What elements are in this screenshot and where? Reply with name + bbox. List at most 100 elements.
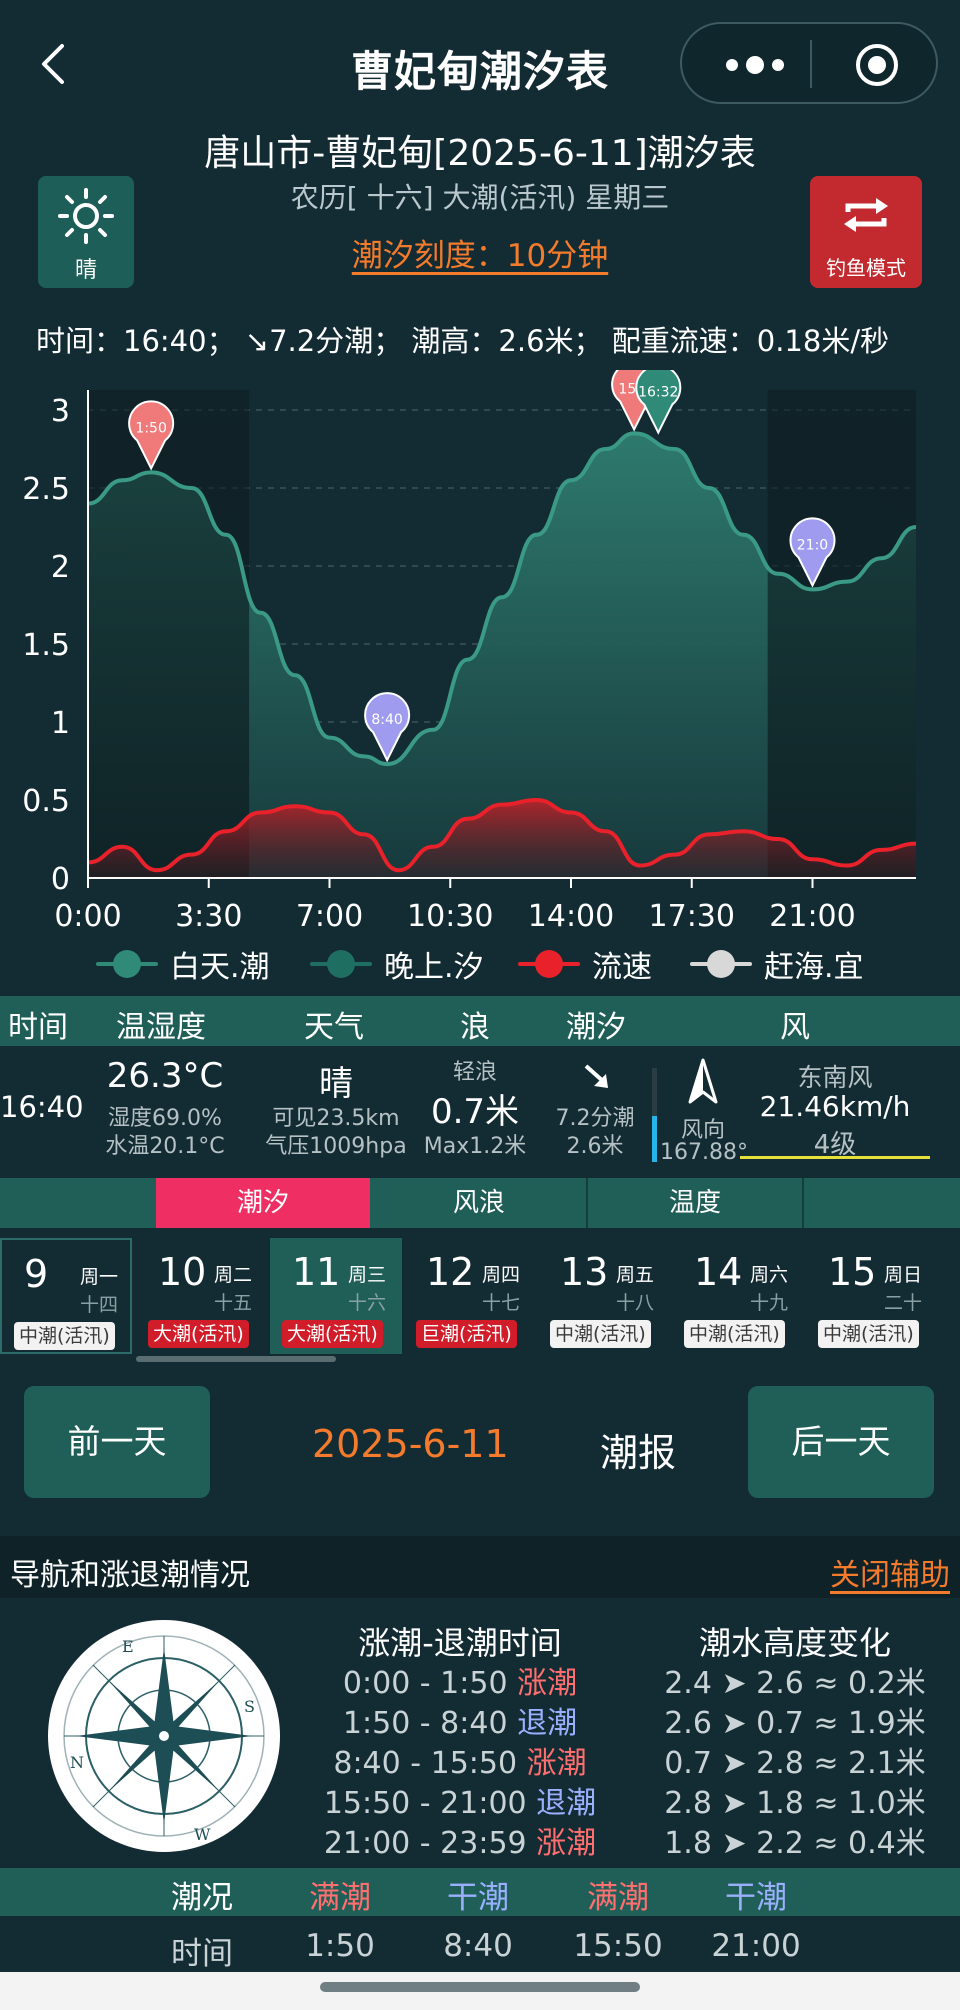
tide-marker-label: 8:40 [371,712,402,728]
row-wind-name: 东南风 [797,1063,873,1092]
col-weather: 天气 [304,1010,364,1045]
prev-day-button[interactable]: 前一天 [24,1386,210,1498]
sun-icon [58,188,114,244]
col-tide: 潮汐 [566,1010,626,1045]
col-temp-humidity: 温湿度 [116,1010,206,1045]
day-lunar: 十四 [80,1294,119,1316]
day-lunar: 十五 [214,1292,253,1314]
day-card[interactable]: 15 周日 二十 中潮(活汛) [806,1238,938,1354]
tide-height-row: 2.4 ➤ 2.6 ≈ 0.2米 [664,1666,926,1701]
svg-text:N: N [70,1753,84,1772]
guide-title: 导航和涨退潮情况 [10,1558,250,1593]
row-time: 16:40 [0,1090,84,1124]
fishing-mode-button[interactable]: 钓鱼模式 [810,176,922,288]
day-lunar: 十六 [348,1292,387,1314]
summary-header-kind: 潮况 [171,1880,233,1916]
y-tick-label: 0 [51,862,70,897]
day-weekday: 周四 [482,1264,521,1286]
tide-marker-pin [635,370,682,435]
col-time: 时间 [8,1010,68,1045]
tide-badge: 中潮(活汛) [684,1320,785,1348]
tide-badge: 大潮(活汛) [282,1320,383,1348]
chart-tabs: 潮汐 风浪 温度 [0,1178,960,1228]
day-number: 13 [560,1250,609,1294]
mini-program-capsule [680,22,938,104]
row-wind-dir-label: 风向 [680,1118,725,1143]
tide-summary-row-time: 时间 1:50 8:40 15:50 21:00 [0,1920,960,1972]
x-tick-label: 10:30 [407,899,493,934]
summary-high-2: 满潮 [587,1880,649,1916]
row-weather: 晴 [319,1064,353,1104]
summary-high-1: 满潮 [309,1880,371,1916]
y-tick-label: 1 [51,706,70,741]
tide-badge: 巨潮(活汛) [416,1320,517,1348]
day-card[interactable]: 12 周四 十七 巨潮(活汛) [404,1238,536,1354]
tide-rising-label: 涨潮 [536,1826,597,1861]
tide-scale-text[interactable]: 潮汐刻度：10分钟 [351,238,609,274]
compass-icon: E S W N [48,1620,280,1852]
day-card-selected[interactable]: 11 周三 十六 大潮(活汛) [270,1238,402,1354]
tide-times-title: 涨潮-退潮时间 [358,1624,562,1662]
more-icon[interactable] [720,52,790,78]
y-tick-label: 1.5 [22,628,70,663]
repeat-icon [844,198,888,232]
legend-flow-label: 流速 [592,950,652,985]
weather-table-header: 时间 温湿度 天气 浪 潮汐 风 [0,996,960,1046]
row-tide-rate: 7.2分潮 [555,1106,635,1131]
row-wave-label: 轻浪 [452,1060,497,1085]
tide-badge: 中潮(活汛) [550,1320,651,1348]
svg-text:W: W [194,1825,211,1844]
row-wind-speed: 21.46km/h [759,1090,911,1123]
day-number: 12 [426,1250,475,1294]
day-number: 11 [292,1250,341,1294]
tide-marker-pin [789,517,836,588]
tide-falling-label: 退潮 [517,1706,578,1741]
home-indicator[interactable] [320,1982,640,1992]
day-weekday: 周日 [884,1264,923,1286]
date-scrollbar[interactable] [136,1356,336,1362]
tide-chart[interactable]: 0 0.5 1 1.5 2 2.5 3 0:00 3:30 7:00 10:30 14:00 17:30… [0,370,960,1010]
app-title: 曹妃甸潮汐表 [350,47,609,96]
row-tide-height: 2.6米 [566,1134,624,1159]
col-wave: 浪 [460,1010,490,1045]
row-water-temp: 水温20.1°C [105,1134,225,1159]
tide-report-link[interactable]: 潮报 [600,1431,677,1475]
summary-time-3: 15:50 [573,1928,663,1964]
next-day-button[interactable]: 后一天 [748,1386,934,1498]
night-shade-evening [767,390,916,878]
tide-time-range: 21:00 - 23:59 [323,1826,527,1861]
flow-area [88,800,916,878]
day-card[interactable]: 9 周一 十四 中潮(活汛) [0,1238,132,1354]
close-target-icon[interactable] [854,42,900,88]
row-wind-deg: 167.88° [660,1140,748,1165]
tab-divider [586,1178,588,1228]
tab-empty[interactable] [804,1178,960,1228]
tab-temperature[interactable]: 温度 [668,1188,721,1218]
tide-time-range: 15:50 - 21:00 [323,1786,527,1821]
col-wind: 风 [780,1010,810,1045]
day-weekday: 周二 [214,1264,253,1286]
fishing-mode-label: 钓鱼模式 [826,256,906,280]
legend-beach-label: 赶海.宜 [764,950,864,985]
row-temp: 26.3°C [106,1056,224,1096]
tab-wind-wave[interactable]: 风浪 [452,1188,505,1218]
tab-tide[interactable]: 潮汐 [156,1178,370,1228]
x-tick-label: 17:30 [649,899,735,934]
tab-divider [802,1178,804,1228]
day-card[interactable]: 13 周五 十八 中潮(活汛) [538,1238,670,1354]
summary-time-2: 8:40 [443,1928,513,1964]
close-guide-link[interactable]: 关闭辅助 [830,1558,950,1593]
back-arrow-icon[interactable] [36,36,72,92]
tide-level-bar [652,1068,657,1162]
day-card[interactable]: 14 周六 十九 中潮(活汛) [672,1238,804,1354]
tide-falling-label: 退潮 [536,1786,597,1821]
legend-flow-dot [535,950,563,978]
current-date[interactable]: 2025-6-11 [312,1422,509,1466]
tide-scale-link[interactable]: 潮汐刻度：10分钟 [0,230,960,275]
legend-night-label: 晚上.汐 [384,950,484,985]
weather-button[interactable]: 晴 [38,176,134,288]
tide-height-row: 2.6 ➤ 0.7 ≈ 1.9米 [664,1706,926,1741]
row-visibility: 可见23.5km [272,1106,400,1131]
day-card[interactable]: 10 周二 十五 大潮(活汛) [136,1238,268,1354]
day-lunar: 十九 [750,1292,789,1314]
